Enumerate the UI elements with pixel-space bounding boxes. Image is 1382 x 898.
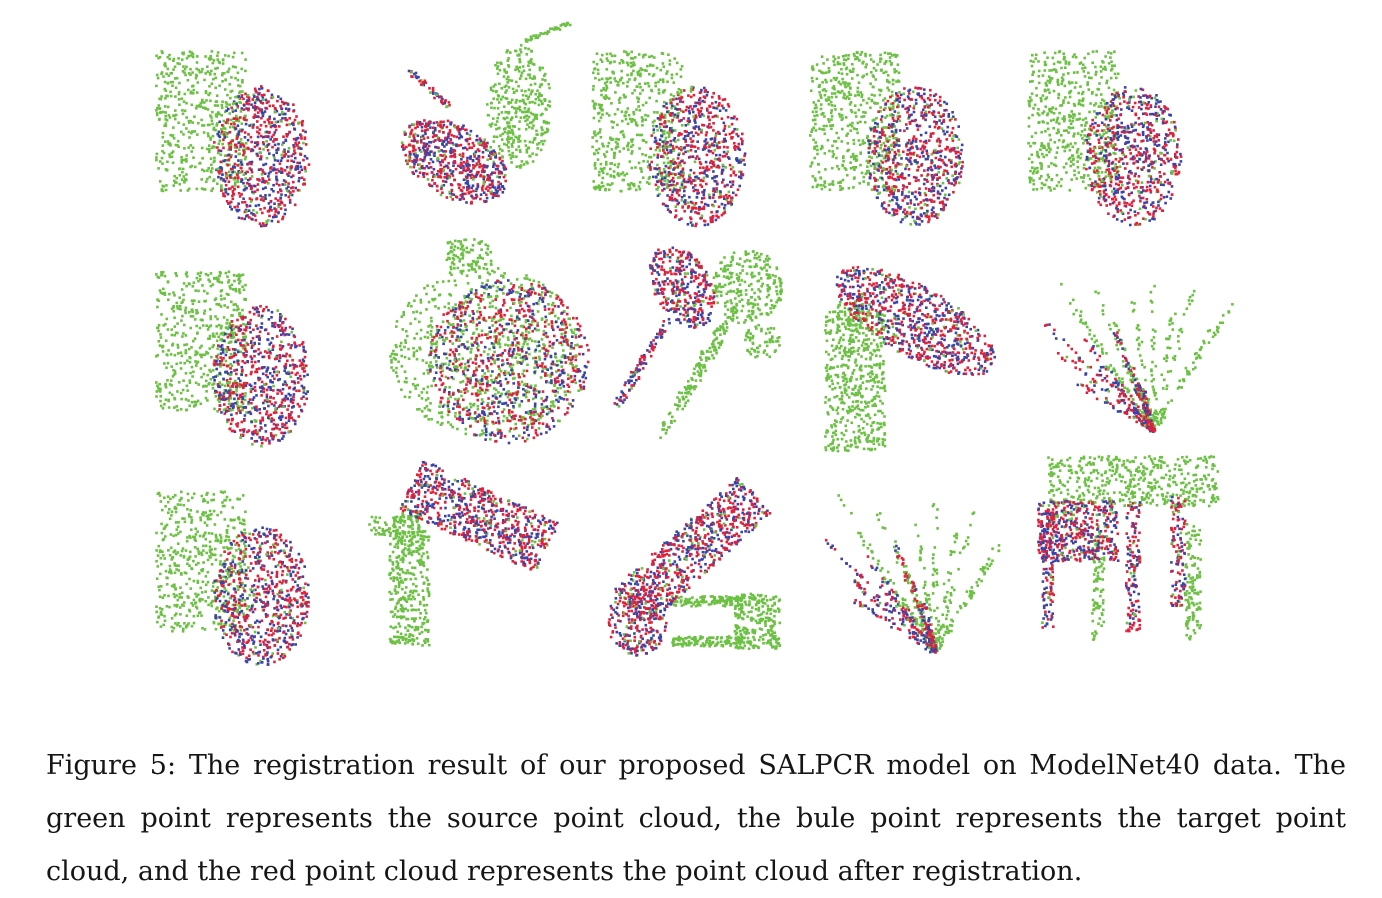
point-cloud-figure [150,10,1240,670]
point-cloud-panel-2-4 [824,266,996,453]
figure-caption: Figure 5: The registration result of our… [46,750,1346,887]
point-cloud-panel-2-3 [613,246,783,439]
point-cloud-panel-2-5 [1043,282,1234,433]
point-cloud-panel-3-5 [1037,455,1220,641]
point-cloud-panel-1-5 [1027,50,1183,227]
point-cloud-panel-2-2 [389,238,590,445]
point-cloud-panel-1-3 [591,50,747,228]
point-cloud-panel-3-3 [607,477,782,657]
point-cloud-panel-2-1 [155,270,309,448]
point-cloud-panel-3-1 [155,490,310,666]
point-cloud-panel-1-1 [155,50,311,228]
point-cloud-panel-1-2 [400,21,572,205]
point-cloud-panel-3-4 [824,494,1001,654]
point-cloud-panel-3-2 [368,460,559,647]
registration-grid [155,21,1234,666]
point-cloud-panel-1-4 [809,51,964,226]
